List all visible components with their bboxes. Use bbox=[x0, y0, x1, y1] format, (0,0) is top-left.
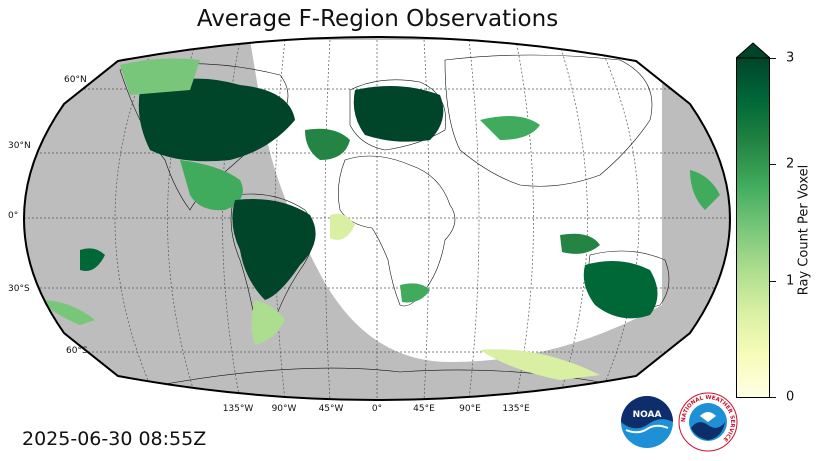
colorbar-tick-2: 2 bbox=[786, 156, 795, 172]
lon-label-90w: 90°W bbox=[271, 404, 297, 414]
lon-label-0: 0° bbox=[371, 404, 383, 414]
colorbar-tickmark-2 bbox=[770, 164, 776, 165]
colorbar-tick-3: 3 bbox=[786, 50, 795, 66]
lat-label-60s: 60°S bbox=[66, 346, 88, 356]
lon-label-135w: 135°W bbox=[222, 404, 254, 414]
nws-logo: NATIONAL WEATHER SERVICE bbox=[678, 392, 738, 452]
colorbar bbox=[736, 42, 770, 398]
globe-outline bbox=[23, 36, 731, 401]
lon-label-135e: 135°E bbox=[502, 404, 530, 414]
asia-outline bbox=[444, 54, 653, 187]
observation-density bbox=[40, 58, 720, 380]
colorbar-tickmark-3 bbox=[770, 58, 776, 59]
lat-label-0: 0° bbox=[8, 211, 19, 221]
noaa-logo-text: NOAA bbox=[633, 410, 662, 420]
colorbar-tickmark-0 bbox=[770, 397, 776, 398]
world-map bbox=[23, 36, 731, 401]
timestamp: 2025-06-30 08:55Z bbox=[22, 428, 207, 450]
colorbar-tick-0: 0 bbox=[786, 389, 795, 405]
colorbar-tickmark-1 bbox=[770, 281, 776, 282]
europe-outline bbox=[349, 79, 447, 151]
colorbar-label: Ray Count Per Voxel bbox=[796, 164, 812, 296]
lat-label-30n: 30°N bbox=[8, 141, 31, 151]
lon-label-90e: 90°E bbox=[459, 404, 481, 414]
lat-label-30s: 30°S bbox=[8, 284, 30, 294]
lon-label-45w: 45°W bbox=[318, 404, 344, 414]
africa-outline bbox=[338, 155, 456, 307]
map-title: Average F-Region Observations bbox=[196, 6, 559, 32]
colorbar-gradient bbox=[736, 57, 770, 398]
noaa-logo: NOAA bbox=[621, 396, 673, 448]
daylight-region bbox=[250, 40, 662, 362]
colorbar-tick-1: 1 bbox=[786, 273, 795, 289]
colorbar-extend-arrow bbox=[736, 42, 770, 59]
lat-label-60n: 60°N bbox=[64, 75, 87, 85]
lon-label-45e: 45°E bbox=[413, 404, 435, 414]
